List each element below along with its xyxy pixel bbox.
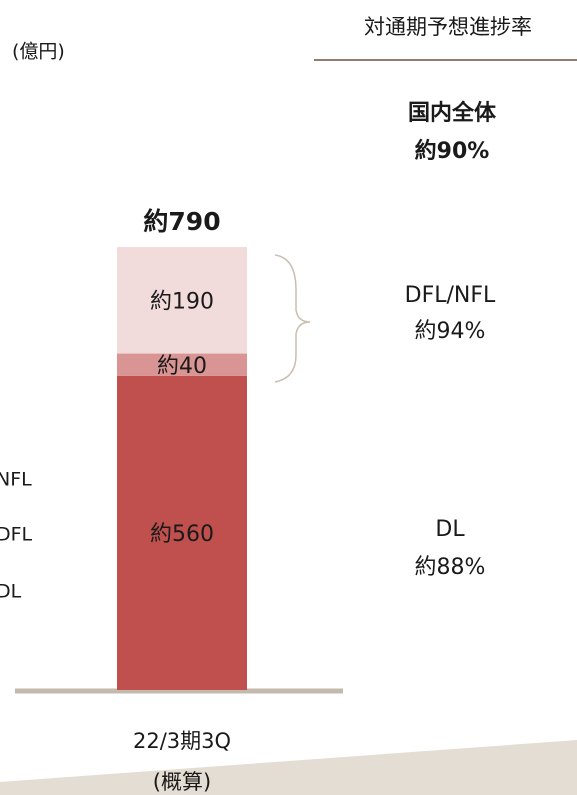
bar-segment [117, 353, 247, 376]
legend-entry: NFL [0, 469, 32, 491]
dl-label: DL [435, 517, 465, 542]
value-label: 約560 [150, 522, 214, 547]
unit-label: (億円) [12, 41, 65, 63]
x-tick-label: 22/3期3Q [133, 729, 231, 753]
brace [274, 254, 311, 383]
category-note: (概算) [153, 770, 211, 794]
decor-band [0, 740, 577, 795]
legend-entry: DL [0, 581, 22, 603]
overall-label: 国内全体 [408, 100, 497, 126]
progress-header: 対通期予想進捗率 [364, 15, 532, 39]
bar-segment [117, 247, 247, 354]
bar-segment [117, 375, 247, 690]
value-label: 約190 [150, 289, 214, 314]
total-label: 約790 [143, 207, 220, 236]
overall-value: 約90% [415, 138, 490, 164]
dl-value: 約88% [415, 555, 486, 580]
dfl-nfl-label: DFL/NFL [405, 283, 496, 308]
dfl-nfl-value: 約94% [415, 319, 486, 344]
value-label: 約40 [157, 354, 207, 379]
legend-entry: DFL [0, 524, 33, 546]
